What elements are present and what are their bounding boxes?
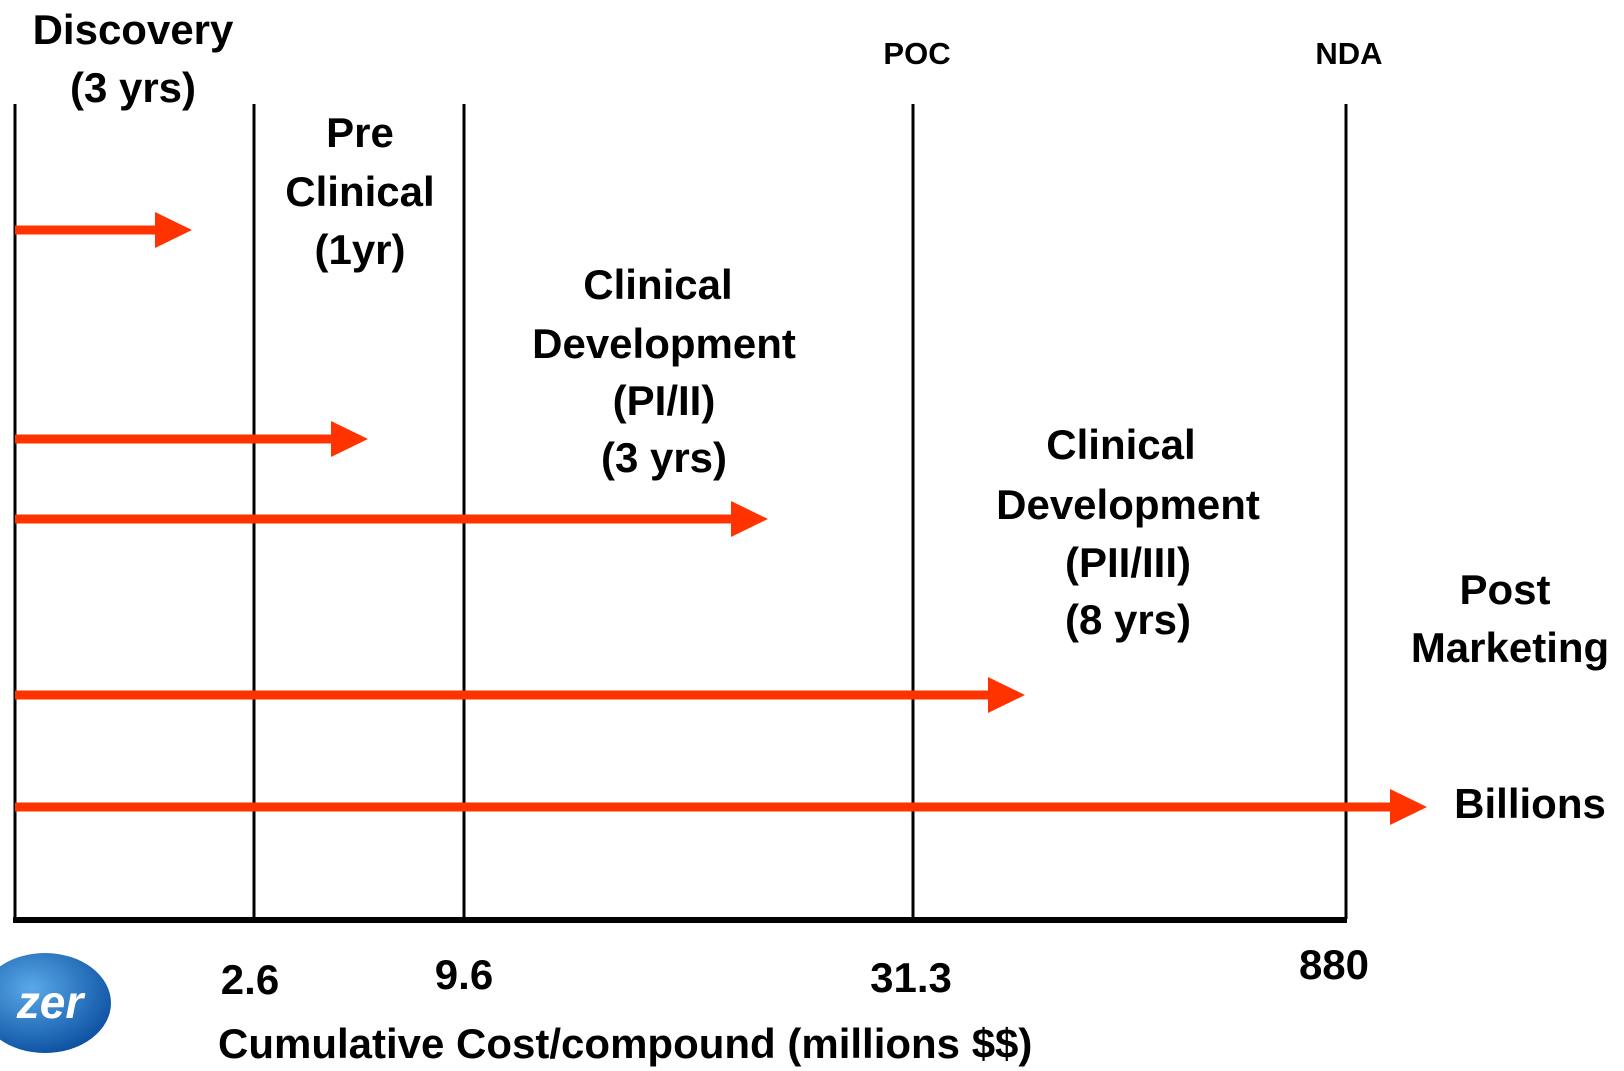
phase-label: (3 yrs): [601, 434, 727, 481]
phase-label: Clinical: [285, 168, 434, 215]
phase-label: (3 yrs): [70, 64, 196, 111]
arrow-head: [331, 421, 368, 457]
phase-label: Post: [1459, 566, 1550, 613]
milestone-label: NDA: [1315, 36, 1382, 71]
arrow-head: [731, 501, 768, 537]
milestone-label: POC: [883, 36, 950, 71]
arrows: [15, 212, 1427, 825]
billions-label: Billions: [1454, 780, 1606, 827]
phase-label: Development: [996, 481, 1260, 528]
phase-label: (8 yrs): [1065, 596, 1191, 643]
phase-label: Pre: [326, 109, 394, 156]
cost-label: 9.6: [435, 951, 493, 998]
phase-label: Development: [532, 320, 796, 367]
cost-label: 31.3: [870, 954, 952, 1001]
phase-label: (1yr): [314, 226, 405, 273]
axis-title: Cumulative Cost/compound (millions $$): [218, 1020, 1032, 1067]
arrow-head: [1390, 789, 1427, 825]
logo-text: zer: [16, 976, 86, 1028]
arrow-head: [155, 212, 192, 248]
phase-label: Marketing: [1411, 624, 1609, 671]
phase-label: (PII/III): [1065, 539, 1191, 586]
logo-shape: [0, 953, 111, 1053]
cost-label: 2.6: [221, 956, 279, 1003]
arrow-head: [988, 677, 1025, 713]
phase-label: Clinical: [583, 261, 732, 308]
phase-label: Discovery: [33, 6, 234, 53]
phase-label: (PI/II): [613, 377, 716, 424]
phase-label: Clinical: [1046, 421, 1195, 468]
cost-label: 880: [1299, 941, 1369, 988]
